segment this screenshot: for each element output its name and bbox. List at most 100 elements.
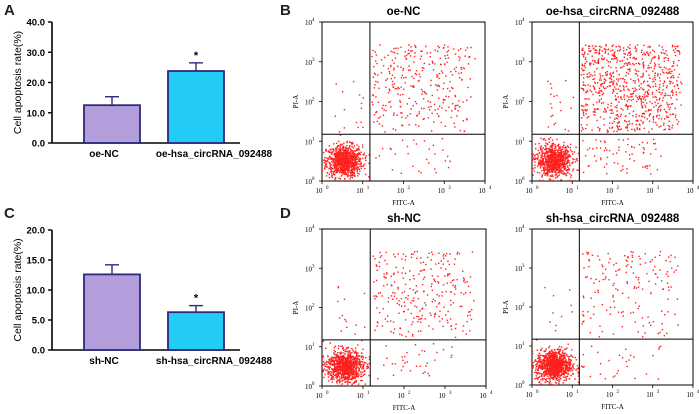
data-point <box>327 366 329 369</box>
data-point <box>640 76 642 78</box>
data-point <box>350 152 353 155</box>
y-tick-exponent: 3 <box>522 264 525 269</box>
data-point <box>615 46 617 48</box>
data-point <box>397 93 399 95</box>
data-point <box>354 361 356 363</box>
data-point <box>335 376 337 379</box>
data-point <box>356 148 358 150</box>
data-point <box>527 363 528 364</box>
data-point <box>553 161 556 164</box>
data-point <box>349 163 351 165</box>
data-point <box>417 330 420 332</box>
data-point <box>639 95 641 98</box>
data-point <box>353 163 355 165</box>
data-point <box>546 155 549 157</box>
data-point <box>339 361 342 364</box>
data-point <box>407 49 410 51</box>
data-point <box>374 258 376 260</box>
data-point <box>547 158 550 160</box>
data-point <box>334 173 336 176</box>
data-point <box>539 160 542 162</box>
data-point <box>567 159 569 161</box>
data-point <box>356 359 358 361</box>
data-point <box>435 84 437 86</box>
data-point <box>437 50 439 52</box>
data-point <box>605 87 607 89</box>
data-point <box>348 363 351 365</box>
data-point <box>638 85 640 87</box>
data-point <box>418 273 420 275</box>
data-point <box>446 155 449 158</box>
data-point <box>549 145 552 147</box>
data-point <box>441 107 443 109</box>
data-point <box>342 172 345 174</box>
data-point <box>606 70 608 73</box>
data-point <box>529 160 530 161</box>
data-point <box>340 171 342 174</box>
data-point <box>345 377 347 379</box>
data-point <box>410 302 412 304</box>
data-point <box>560 365 562 367</box>
data-point <box>586 98 588 100</box>
data-point <box>643 64 645 66</box>
y-tick-label: 10 <box>515 304 523 312</box>
data-point <box>343 357 346 360</box>
data-point <box>336 355 339 358</box>
data-point <box>663 52 665 54</box>
data-point <box>553 170 555 172</box>
data-point <box>547 163 549 165</box>
data-point <box>336 361 338 363</box>
y-axis-label: PI-A <box>502 95 510 109</box>
data-point <box>557 167 560 169</box>
data-point <box>360 167 363 170</box>
data-point <box>599 48 601 51</box>
significance-marker: * <box>194 50 199 62</box>
data-point <box>375 80 377 83</box>
data-point <box>456 251 459 254</box>
data-point <box>338 165 340 168</box>
data-point <box>350 166 353 169</box>
data-point <box>335 156 338 159</box>
data-point <box>363 292 366 295</box>
data-point <box>551 165 554 168</box>
data-point <box>584 155 587 157</box>
data-point <box>390 275 392 277</box>
data-point <box>537 149 540 152</box>
data-point <box>665 71 668 74</box>
data-point <box>354 380 356 383</box>
data-point <box>353 371 355 374</box>
data-point <box>360 107 363 110</box>
data-point <box>635 116 637 118</box>
data-point <box>452 284 454 287</box>
data-point <box>550 93 552 96</box>
data-point <box>333 154 335 156</box>
data-point <box>571 349 573 351</box>
data-point <box>346 370 349 372</box>
data-point <box>359 362 361 365</box>
data-point <box>603 48 606 50</box>
data-point <box>633 160 635 162</box>
data-point <box>567 166 569 168</box>
data-point <box>333 359 335 361</box>
data-point <box>623 81 626 83</box>
data-point <box>352 151 354 154</box>
data-point <box>567 151 569 153</box>
data-point <box>357 388 358 389</box>
data-point <box>394 57 397 59</box>
data-point <box>558 167 561 169</box>
data-point <box>442 149 444 151</box>
data-point <box>565 378 568 380</box>
data-point <box>540 149 542 151</box>
data-point <box>391 83 394 86</box>
data-point <box>438 105 441 108</box>
data-point <box>436 76 438 78</box>
data-point <box>343 152 346 154</box>
data-point <box>436 113 438 115</box>
y-tick-exponent: 4 <box>312 18 315 23</box>
data-point <box>544 153 546 155</box>
data-point <box>325 163 328 165</box>
data-point <box>356 158 359 160</box>
data-point <box>581 109 583 111</box>
data-point <box>421 349 423 352</box>
data-point <box>344 166 346 168</box>
